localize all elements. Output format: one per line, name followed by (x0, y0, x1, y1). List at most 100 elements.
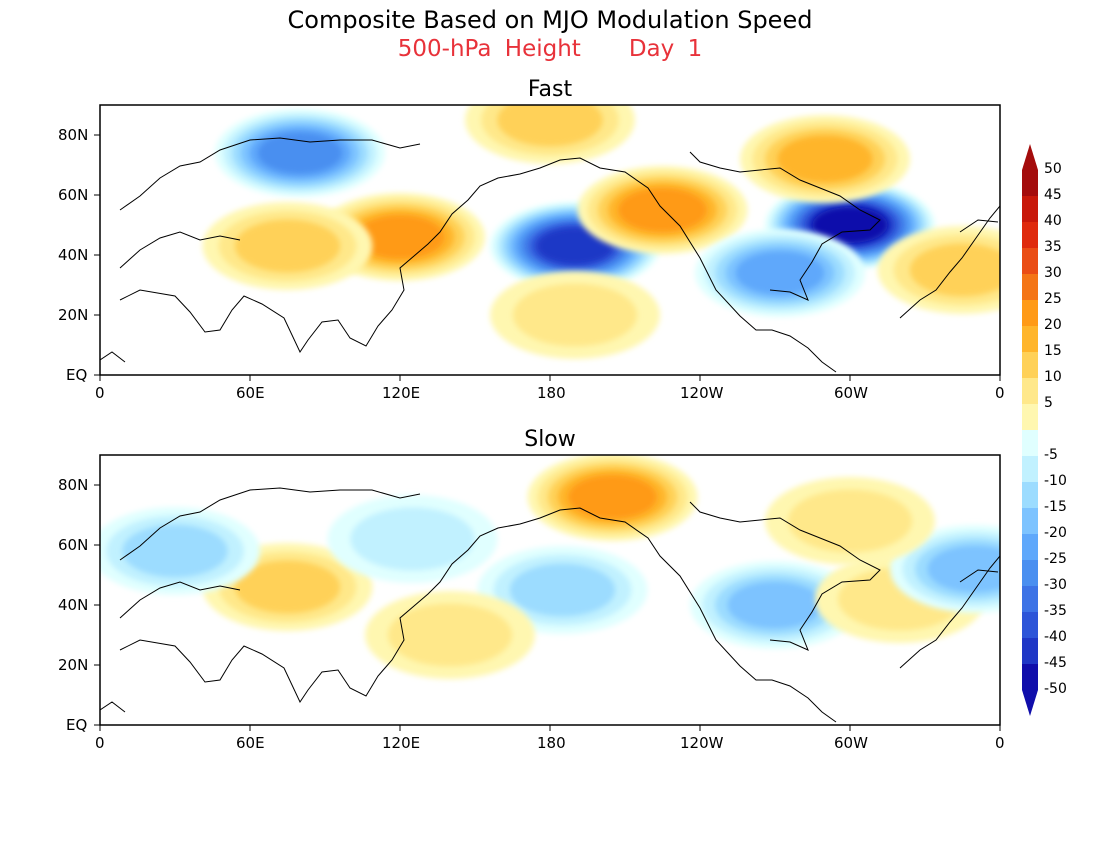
colorbar-label: 20 (1044, 317, 1062, 333)
variable-label: 500-hPa Height (397, 36, 581, 62)
colorbar-swatch (1022, 404, 1038, 430)
colorbar-swatch (1022, 482, 1038, 508)
anomaly-contour (355, 215, 445, 259)
lon-label-60e-top: 60E (236, 384, 265, 402)
lat-label-60n-bottom: 60N (58, 536, 89, 554)
colorbar (1022, 144, 1038, 716)
lat-label-20n-bottom: 20N (58, 656, 89, 674)
colorbar-swatch (1022, 222, 1038, 248)
colorbar-swatch (1022, 664, 1038, 690)
colorbar-swatch (1022, 430, 1038, 456)
anomaly-contour (234, 560, 341, 614)
anomaly-contour (122, 524, 228, 578)
lon-label-180-top: 180 (537, 384, 566, 402)
anomaly-contour (618, 188, 707, 232)
panel-title-slow: Slow (524, 427, 576, 452)
day-label: Day 1 (628, 36, 703, 62)
lat-label-40n-top: 40N (58, 246, 89, 264)
colorbar-swatch (1022, 300, 1038, 326)
colorbar-max-arrow (1022, 144, 1038, 170)
colorbar-swatch (1022, 560, 1038, 586)
lon-label-120w-bottom: 120W (680, 734, 724, 752)
anomaly-field-fast (202, 105, 1000, 359)
colorbar-label: 35 (1044, 239, 1062, 255)
colorbar-label: 40 (1044, 213, 1062, 229)
figure-title: Composite Based on MJO Modulation Speed (287, 6, 813, 34)
lat-label-60n-top: 60N (58, 186, 89, 204)
lat-label-20n-top: 20N (58, 306, 89, 324)
anomaly-contour (927, 545, 1000, 593)
anomaly-contour (512, 283, 638, 347)
lat-label-eq-top: EQ (66, 366, 88, 384)
lat-label-80n-top: 80N (58, 126, 89, 144)
colorbar-label: 45 (1044, 187, 1062, 203)
colorbar-label: -40 (1044, 629, 1067, 645)
lat-label-80n-bottom: 80N (58, 476, 89, 494)
colorbar-label: -20 (1044, 525, 1067, 541)
colorbar-swatch (1022, 248, 1038, 274)
coastlines-slow (100, 487, 1000, 723)
lon-label-0-bottom: 0 (95, 734, 105, 752)
colorbar-min-arrow (1022, 690, 1038, 716)
colorbar-label: 10 (1044, 369, 1062, 385)
anomaly-contour (387, 603, 513, 667)
lon-label-60e-bottom: 60E (236, 734, 265, 752)
anomaly-contour (777, 135, 873, 183)
anomaly-contour (257, 132, 343, 174)
colorbar-label: -50 (1044, 681, 1067, 697)
lon-label-120w-top: 120W (680, 384, 724, 402)
axis-ticks (94, 134, 1001, 731)
colorbar-swatch (1022, 612, 1038, 638)
colorbar-swatch (1022, 456, 1038, 482)
anomaly-contour (735, 251, 825, 295)
lon-label-60w-top: 60W (834, 384, 868, 402)
colorbar-label: -10 (1044, 473, 1067, 489)
map-panel-slow (99, 454, 1001, 726)
colorbar-label: -25 (1044, 551, 1067, 567)
colorbar-swatch (1022, 170, 1038, 196)
anomaly-contour (727, 581, 823, 629)
colorbar-label: 15 (1044, 343, 1062, 359)
anomaly-contour (497, 105, 603, 147)
colorbar-label: 30 (1044, 265, 1062, 281)
panel-title-fast: Fast (527, 77, 573, 102)
lon-label-0e-top: 0 (995, 384, 1005, 402)
colorbar-label: 25 (1044, 291, 1062, 307)
anomaly-contour (509, 563, 616, 617)
colorbar-label: 5 (1044, 395, 1053, 411)
colorbar-swatch (1022, 534, 1038, 560)
colorbar-swatch (1022, 326, 1038, 352)
anomaly-contour (536, 227, 614, 265)
coastlines-fast (100, 137, 1000, 373)
anomaly-contour (350, 507, 475, 571)
colorbar-label: 50 (1044, 161, 1062, 177)
colorbar-swatch (1022, 274, 1038, 300)
lon-label-120e-top: 120E (382, 384, 421, 402)
anomaly-contour (909, 243, 1000, 297)
anomaly-contour (568, 475, 657, 519)
lon-label-180-bottom: 180 (537, 734, 566, 752)
map-panel-fast (99, 104, 1001, 376)
colorbar-label: -15 (1044, 499, 1067, 515)
colorbar-swatch (1022, 378, 1038, 404)
anomaly-contour (234, 219, 341, 273)
lon-label-0-top: 0 (95, 384, 105, 402)
anomaly-contour (787, 489, 913, 553)
colorbar-swatch (1022, 196, 1038, 222)
figure-subtitle: 500-hPa Height Day 1 (0, 36, 1100, 62)
colorbar-label: -45 (1044, 655, 1067, 671)
lon-label-60w-bottom: 60W (834, 734, 868, 752)
lon-label-120e-bottom: 120E (382, 734, 421, 752)
colorbar-label: -35 (1044, 603, 1067, 619)
colorbar-label: -30 (1044, 577, 1067, 593)
colorbar-swatch (1022, 586, 1038, 612)
colorbar-swatch (1022, 352, 1038, 378)
lon-label-0e-bottom: 0 (995, 734, 1005, 752)
colorbar-swatch (1022, 638, 1038, 664)
lat-label-40n-bottom: 40N (58, 596, 89, 614)
lat-label-eq-bottom: EQ (66, 716, 88, 734)
colorbar-swatch (1022, 508, 1038, 534)
colorbar-label: -5 (1044, 447, 1058, 463)
anomaly-contour (812, 206, 888, 244)
